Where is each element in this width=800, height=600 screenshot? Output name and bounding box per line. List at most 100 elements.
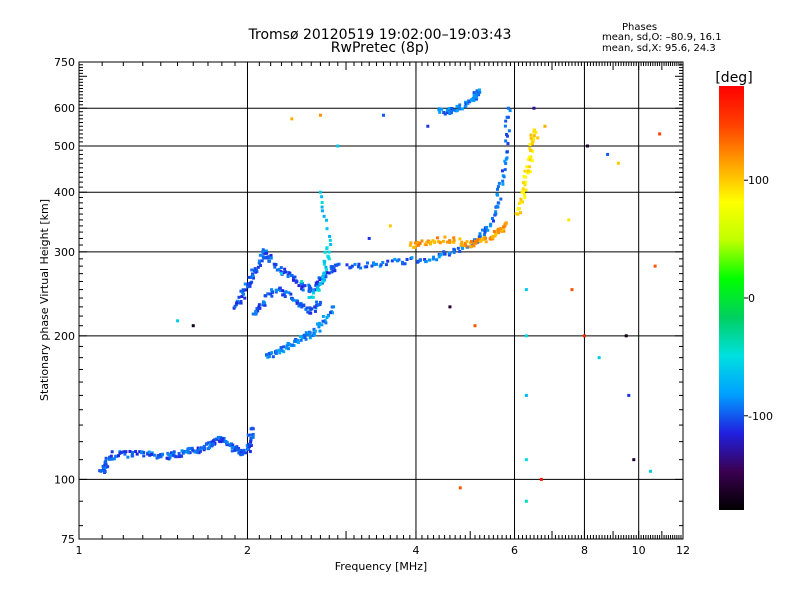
data-point <box>116 454 120 458</box>
data-point <box>459 243 463 247</box>
data-point <box>489 236 493 240</box>
data-point <box>296 338 300 342</box>
data-point <box>281 289 285 293</box>
data-point <box>504 161 508 165</box>
data-point <box>439 252 443 256</box>
data-point <box>279 272 283 276</box>
data-point <box>126 455 130 459</box>
colorbar-ticks: 100 0 -100 <box>744 174 773 423</box>
data-point <box>213 438 217 442</box>
data-point <box>486 228 490 232</box>
data-point <box>249 433 253 437</box>
data-point <box>520 190 524 194</box>
data-point <box>382 113 386 117</box>
data-point <box>322 214 326 218</box>
data-point <box>606 152 610 156</box>
data-point <box>543 124 547 128</box>
data-point <box>327 271 331 275</box>
data-point <box>237 446 241 450</box>
data-point <box>291 297 295 301</box>
data-point <box>249 441 253 445</box>
data-point <box>432 255 436 259</box>
data-point <box>295 301 299 305</box>
data-point <box>168 455 172 459</box>
data-point <box>415 244 419 248</box>
data-point <box>516 206 520 210</box>
data-point <box>474 241 478 245</box>
y-tick-label: 750 <box>54 56 75 69</box>
data-point <box>294 280 298 284</box>
data-point <box>440 107 444 111</box>
data-point <box>523 169 527 173</box>
data-point <box>416 260 420 264</box>
data-point <box>290 343 294 347</box>
data-point <box>438 241 442 245</box>
data-point <box>501 182 505 186</box>
data-point <box>268 259 272 263</box>
data-point <box>314 284 318 288</box>
data-point <box>287 291 291 295</box>
data-point <box>263 294 267 298</box>
data-point <box>251 276 255 280</box>
data-point <box>221 439 225 443</box>
data-point <box>458 486 462 490</box>
data-point <box>467 99 471 103</box>
data-point <box>109 454 113 458</box>
data-point <box>479 239 483 243</box>
data-point <box>393 257 397 261</box>
data-point <box>460 246 464 250</box>
data-point <box>251 312 255 316</box>
data-point <box>514 212 518 216</box>
data-point <box>254 309 258 313</box>
data-point <box>324 321 328 325</box>
data-point <box>293 275 297 279</box>
data-point <box>532 130 536 134</box>
data-point <box>269 253 273 257</box>
data-point <box>308 336 312 340</box>
data-point <box>532 128 536 132</box>
data-point <box>325 227 329 231</box>
data-point <box>528 143 532 147</box>
data-point <box>180 449 184 453</box>
data-point <box>284 346 288 350</box>
data-point <box>484 240 488 244</box>
data-point <box>315 322 319 326</box>
data-point <box>475 92 479 96</box>
data-point <box>529 133 533 137</box>
data-point <box>240 294 244 298</box>
data-point <box>458 107 462 111</box>
data-point <box>207 446 211 450</box>
data-point <box>237 451 241 455</box>
data-point <box>282 350 286 354</box>
data-point <box>178 454 182 458</box>
data-point <box>386 259 390 263</box>
data-point <box>320 281 324 285</box>
data-point <box>458 103 462 107</box>
data-point <box>390 259 394 263</box>
data-point <box>470 240 474 244</box>
data-point <box>483 230 487 234</box>
data-point <box>528 146 532 150</box>
data-point <box>192 449 196 453</box>
y-tick-label: 100 <box>54 473 75 486</box>
data-point <box>484 236 488 240</box>
data-point <box>475 97 479 101</box>
data-point <box>476 91 480 95</box>
data-point <box>531 142 535 146</box>
data-point <box>323 319 327 323</box>
data-point <box>246 282 250 286</box>
data-point <box>505 115 509 119</box>
data-point <box>443 235 447 239</box>
data-point <box>331 269 335 273</box>
data-point <box>503 159 507 163</box>
data-point <box>536 136 540 140</box>
data-point <box>283 267 287 271</box>
data-point <box>332 266 336 270</box>
data-point <box>485 225 489 229</box>
data-point <box>275 349 279 353</box>
data-point <box>470 97 474 101</box>
data-point <box>312 327 316 331</box>
data-point <box>420 239 424 243</box>
data-point <box>332 305 336 309</box>
data-point <box>138 450 142 454</box>
